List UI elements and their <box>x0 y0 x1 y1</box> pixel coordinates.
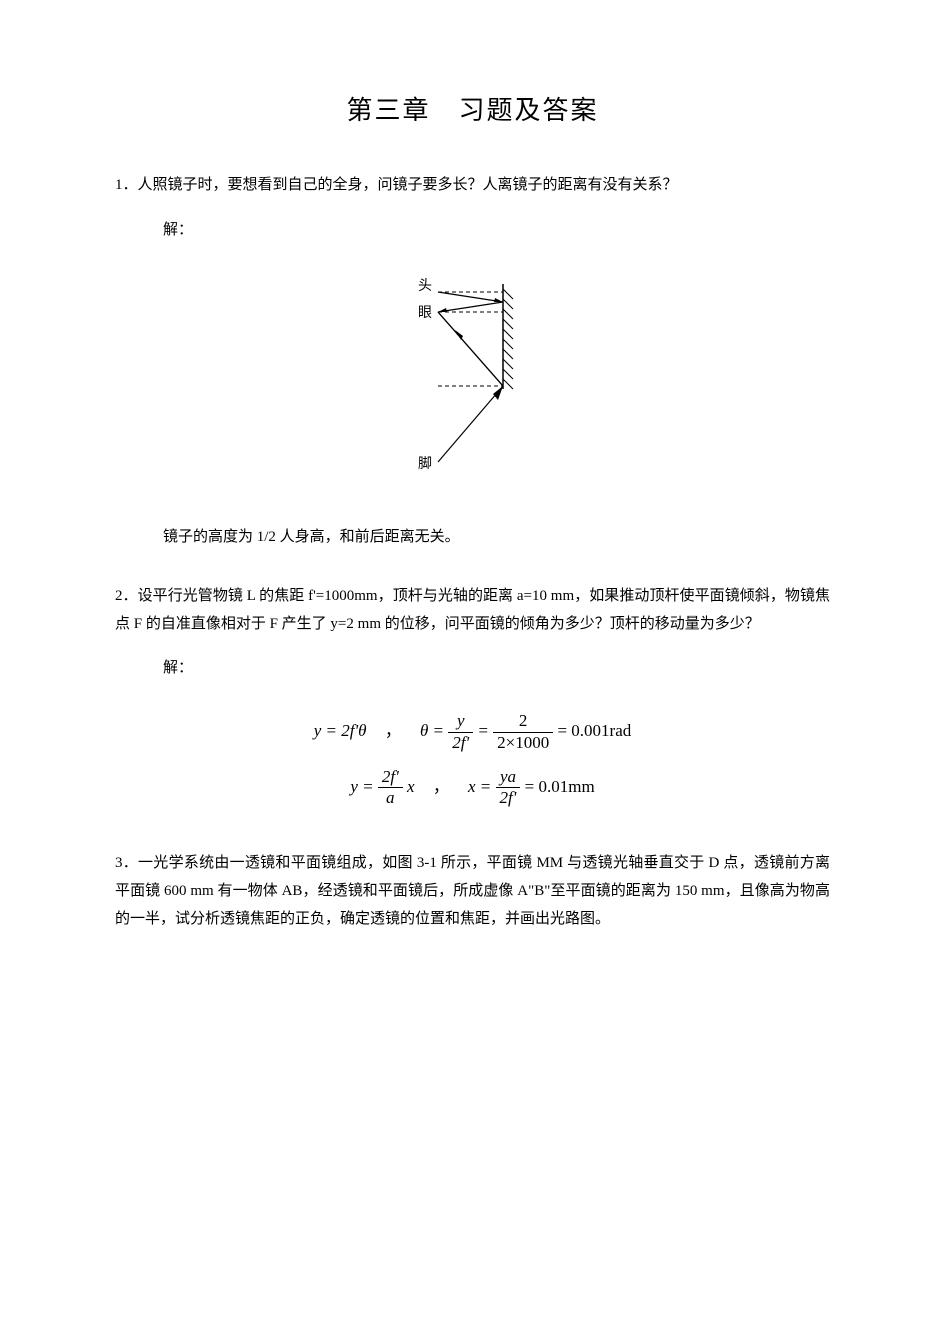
eq1-result: = 0.001rad <box>557 721 631 740</box>
problem-1-diagram: 头 眼 脚 <box>115 264 830 489</box>
problem-3-text: 3．一光学系统由一透镜和平面镜组成，如图 3-1 所示，平面镜 MM 与透镜光轴… <box>115 850 830 933</box>
problem-1-solution-label: 解： <box>163 218 830 239</box>
problem-2-equations: y = 2f'θ ， θ = y 2f' = 2 2×1000 = 0.001r… <box>115 707 830 810</box>
eq2-prefix: y = <box>350 777 378 796</box>
eq1-frac2: 2 2×1000 <box>493 711 553 753</box>
problem-2-solution-label: 解： <box>163 656 830 677</box>
eq2-x: x <box>407 777 415 796</box>
mirror-diagram-svg: 头 眼 脚 <box>363 264 583 484</box>
eq1-frac2-den: 2×1000 <box>493 733 553 753</box>
diagram-label-head: 头 <box>418 278 432 294</box>
equation-line-1: y = 2f'θ ， θ = y 2f' = 2 2×1000 = 0.001r… <box>115 707 830 755</box>
eq2-xeq: x = <box>468 777 496 796</box>
eq1-frac1-den: 2f' <box>448 733 473 753</box>
problem-2-text: 2．设平行光管物镜 L 的焦距 f'=1000mm，顶杆与光轴的距离 a=10 … <box>115 583 830 639</box>
eq1-sep: ， <box>385 721 402 740</box>
eq1-prefix: y = 2f'θ <box>314 721 367 740</box>
eq2-frac2-den: 2f' <box>496 788 521 808</box>
diagram-label-eye: 眼 <box>418 306 432 321</box>
equation-line-2: y = 2f' a x ， x = ya 2f' = 0.01mm <box>115 763 830 811</box>
eq2-result: = 0.01mm <box>525 777 595 796</box>
eq1-frac2-num: 2 <box>493 711 553 732</box>
eq2-frac2-num: ya <box>496 767 521 788</box>
eq2-frac1-den: a <box>378 788 403 808</box>
eq2-frac2: ya 2f' <box>496 767 521 809</box>
eq1-frac1: y 2f' <box>448 711 473 753</box>
eq2-frac1: 2f' a <box>378 767 403 809</box>
diagram-label-foot: 脚 <box>418 456 432 472</box>
eq2-frac1-num: 2f' <box>378 767 403 788</box>
eq1-theta: θ = <box>420 721 448 740</box>
problem-1-answer: 镜子的高度为 1/2 人身高，和前后距离无关。 <box>163 524 830 551</box>
eq1-eq: = <box>477 721 493 740</box>
eq2-sep: ， <box>433 777 450 796</box>
problem-1-text: 1．人照镜子时，要想看到自己的全身，问镜子要多长？人离镜子的距离有没有关系？ <box>115 172 830 200</box>
chapter-title: 第三章 习题及答案 <box>115 90 830 127</box>
eq1-frac1-num: y <box>448 711 473 732</box>
